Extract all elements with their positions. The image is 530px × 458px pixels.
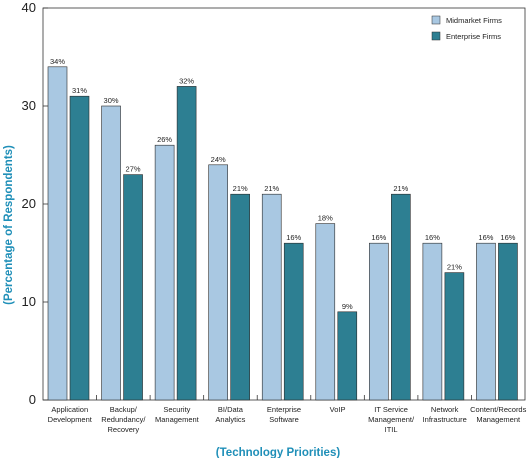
data-label: 21%: [447, 263, 462, 272]
category-label: Enterprise Software: [267, 405, 301, 424]
y-axis-title: (Percentage of Respondents): [3, 145, 15, 305]
bar-midmarket: [208, 164, 228, 401]
data-label: 16%: [500, 233, 515, 242]
y-tick-label: 30: [22, 98, 36, 113]
bar-midmarket: [315, 223, 336, 401]
data-label: 16%: [478, 233, 493, 242]
data-label: 21%: [393, 184, 408, 193]
legend-swatch: [431, 31, 441, 41]
bar-enterprise: [176, 86, 197, 401]
bar-enterprise: [337, 311, 358, 401]
x-axis-title: (Technology Priorities): [216, 447, 341, 458]
legend-label: Enterprise Firms: [446, 32, 501, 41]
bar-midmarket: [476, 242, 496, 401]
data-label: 21%: [233, 184, 248, 193]
y-tick-label: 0: [29, 392, 36, 407]
bar-enterprise: [498, 242, 518, 401]
bar-midmarket: [261, 193, 282, 401]
bar-midmarket: [47, 66, 68, 401]
category-label: BI/Data Analytics: [215, 405, 245, 424]
data-label: 26%: [157, 135, 172, 144]
legend-label: Midmarket Firms: [446, 16, 502, 25]
data-label: 9%: [342, 302, 353, 311]
category-label: Security Management: [155, 405, 200, 424]
category-label: Backup/Redundancy/Recovery: [101, 405, 146, 434]
category-label: IT Service Management/ITIL: [368, 405, 415, 434]
category-label: Application Development: [48, 405, 93, 424]
y-tick-label: 20: [22, 196, 36, 211]
data-label: 32%: [179, 76, 194, 85]
bar-enterprise: [444, 272, 465, 401]
category-label: Content/Records Management: [470, 405, 527, 424]
data-label: 16%: [425, 233, 440, 242]
bar-midmarket: [154, 144, 175, 401]
data-label: 18%: [318, 214, 333, 223]
bar-enterprise: [230, 193, 250, 401]
category-label: Network Infrastructure: [423, 405, 467, 424]
y-tick-label: 10: [22, 294, 36, 309]
data-label: 16%: [371, 233, 386, 242]
bar-midmarket: [369, 242, 389, 401]
data-label: 27%: [126, 165, 141, 174]
bar-enterprise: [283, 242, 304, 401]
bar-midmarket: [101, 105, 121, 401]
data-label: 34%: [50, 57, 65, 66]
bar-enterprise: [123, 174, 143, 401]
category-label: VoIP: [330, 405, 346, 414]
data-label: 21%: [264, 184, 279, 193]
bar-enterprise: [391, 193, 411, 401]
legend-swatch: [431, 15, 441, 25]
bar-midmarket: [422, 242, 443, 401]
data-label: 31%: [72, 86, 87, 95]
data-label: 30%: [104, 96, 119, 105]
data-label: 16%: [286, 233, 301, 242]
y-tick-label: 40: [22, 0, 36, 15]
bar-enterprise: [69, 95, 90, 401]
data-label: 24%: [211, 155, 226, 164]
